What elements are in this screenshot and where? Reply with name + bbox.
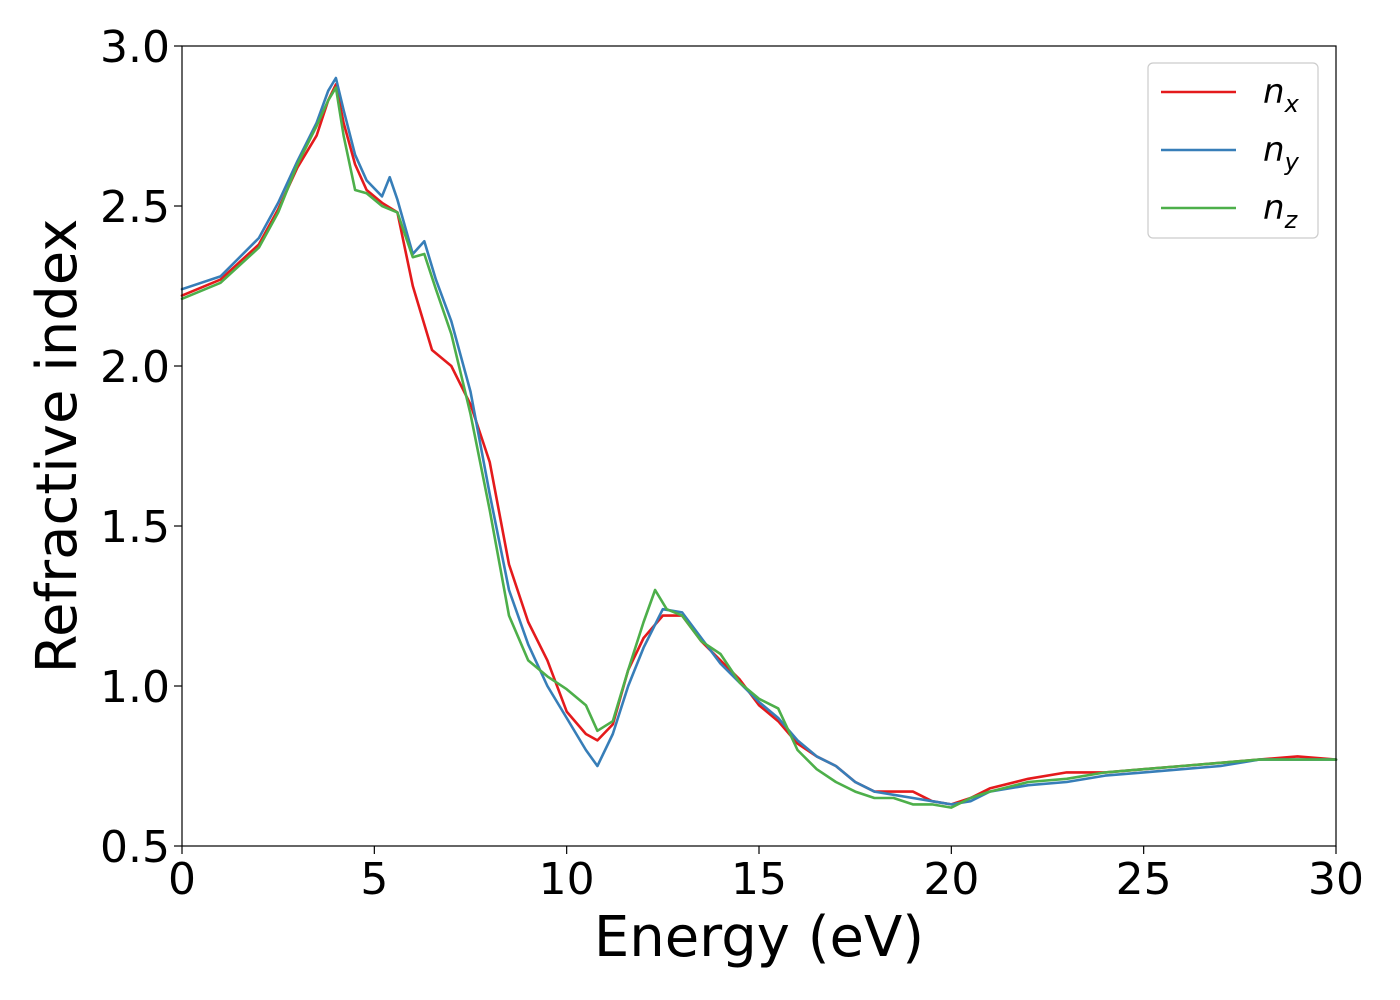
legend: nx ny nz — [1147, 62, 1319, 239]
x-tick-label: 15 — [731, 854, 787, 905]
x-axis-ticks: 0 5 10 15 20 25 30 — [168, 846, 1364, 905]
y-tick-label: 1.5 — [100, 502, 170, 553]
y-axis-label: Refractive index — [25, 219, 90, 674]
y-tick-label: 0.5 — [100, 822, 170, 873]
y-tick-label: 2.0 — [100, 342, 170, 393]
y-axis-ticks: 0.5 1.0 1.5 2.0 2.5 3.0 — [100, 22, 182, 873]
x-tick-label: 20 — [923, 854, 979, 905]
y-tick-label: 2.5 — [100, 182, 170, 233]
x-tick-label: 10 — [539, 854, 595, 905]
legend-label-nx: nx — [1263, 72, 1300, 118]
x-tick-label: 30 — [1308, 854, 1364, 905]
legend-label-nz: nz — [1263, 188, 1299, 234]
y-tick-label: 3.0 — [100, 22, 170, 73]
plot-area — [182, 46, 1336, 846]
x-tick-label: 0 — [168, 854, 196, 905]
x-axis-label: Energy (eV) — [594, 905, 924, 970]
series-line-nz — [180, 86, 1338, 809]
y-tick-label: 1.0 — [100, 662, 170, 713]
legend-label-ny: ny — [1263, 130, 1300, 176]
series-layer — [180, 76, 1338, 809]
x-tick-label: 5 — [360, 854, 388, 905]
x-tick-label: 25 — [1116, 854, 1172, 905]
